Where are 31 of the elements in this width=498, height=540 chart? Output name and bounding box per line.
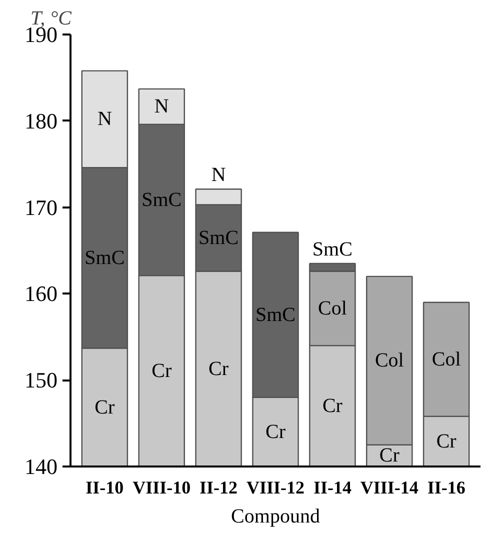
text: Cr [266,420,286,443]
x-tick-label: II-10 [86,478,124,498]
text: N [154,96,169,118]
series-label: SmC [84,246,125,269]
text: Cr [436,430,456,452]
text: SmC [312,238,352,260]
text: SmC [142,188,182,211]
text: Cr [152,360,172,382]
x-tick-label: VIII-14 [360,478,418,498]
text: SmC [255,304,296,326]
x-tick-label: VIII-10 [132,478,191,498]
y-tick-label: 180 [24,108,58,134]
y-tick-label: 160 [24,281,58,306]
text: Col [432,348,461,370]
text: SmC [198,226,239,249]
series-label: Cr [379,444,400,467]
x-tick-label: II-12 [200,478,238,498]
text: N [97,108,112,130]
y-tick-label: 170 [24,194,58,220]
series-label: Col [374,350,404,372]
text: Cr [94,396,115,418]
x-tick-label: II-14 [313,478,352,498]
series-label: N [211,164,226,186]
x-axis-title: Compound [231,506,320,528]
y-tick-label: 140 [24,454,58,479]
text: Cr [322,395,342,418]
x-tick-label: VIII-12 [246,478,305,498]
y-tick-label: 150 [24,368,58,393]
text: Cr [208,358,229,380]
text: Col [318,297,347,320]
x-tick-label: II-16 [427,478,466,498]
